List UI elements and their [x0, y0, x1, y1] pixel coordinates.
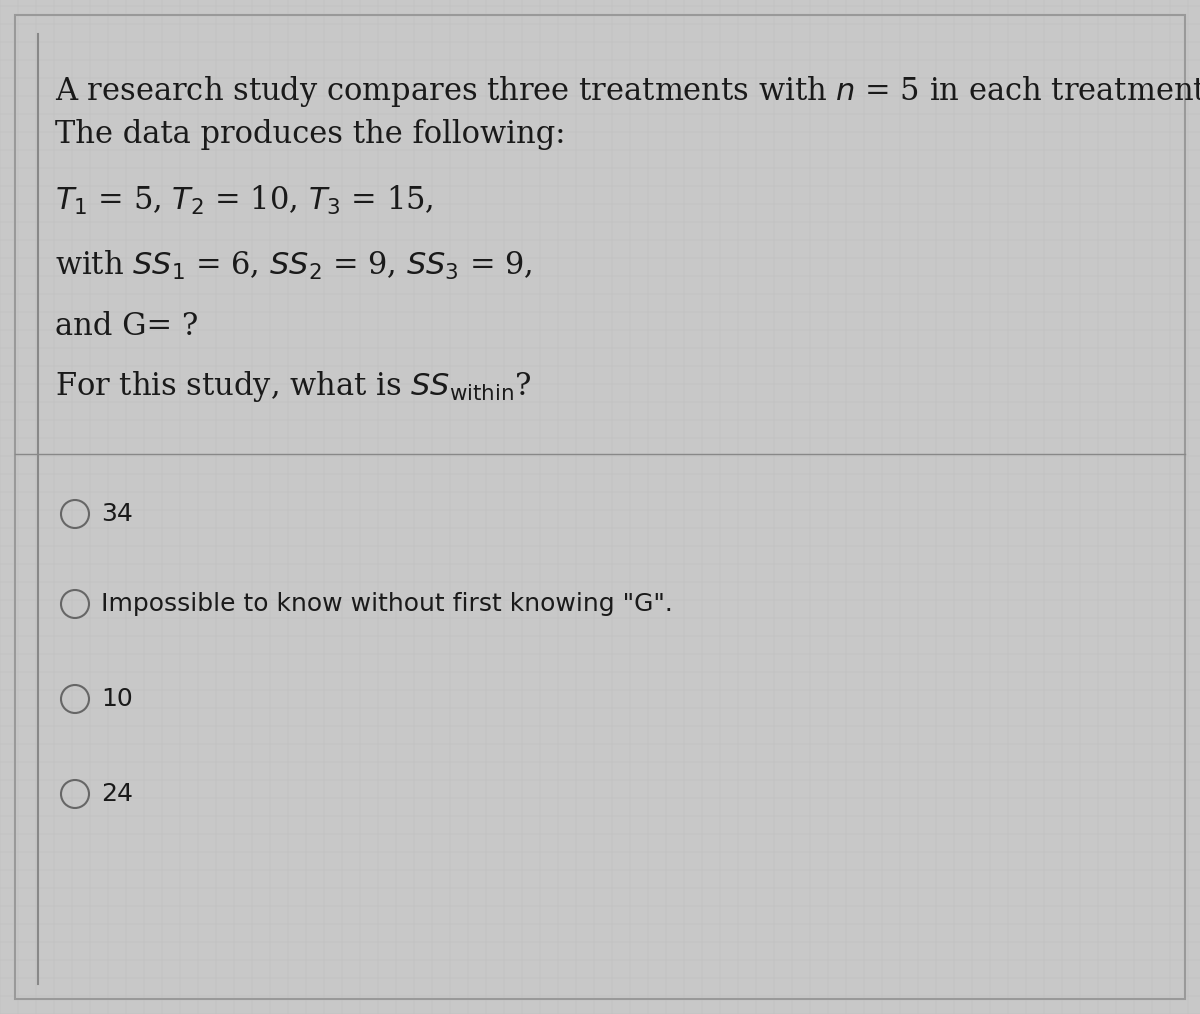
Text: Impossible to know without first knowing "G".: Impossible to know without first knowing…	[101, 592, 673, 615]
Text: 34: 34	[101, 502, 133, 526]
Text: with $SS_1$ = 6, $SS_2$ = 9, $SS_3$ = 9,: with $SS_1$ = 6, $SS_2$ = 9, $SS_3$ = 9,	[55, 249, 533, 282]
Text: The data produces the following:: The data produces the following:	[55, 119, 565, 150]
Text: and G= ?: and G= ?	[55, 311, 198, 342]
Text: For this study, what is $SS_\mathrm{within}$?: For this study, what is $SS_\mathrm{with…	[55, 369, 532, 404]
Text: A research study compares three treatments with $n$ = 5 in each treatment.: A research study compares three treatmen…	[55, 74, 1200, 108]
Text: 10: 10	[101, 687, 133, 711]
Text: 24: 24	[101, 782, 133, 806]
Text: $T_1$ = 5, $T_2$ = 10, $T_3$ = 15,: $T_1$ = 5, $T_2$ = 10, $T_3$ = 15,	[55, 184, 433, 217]
